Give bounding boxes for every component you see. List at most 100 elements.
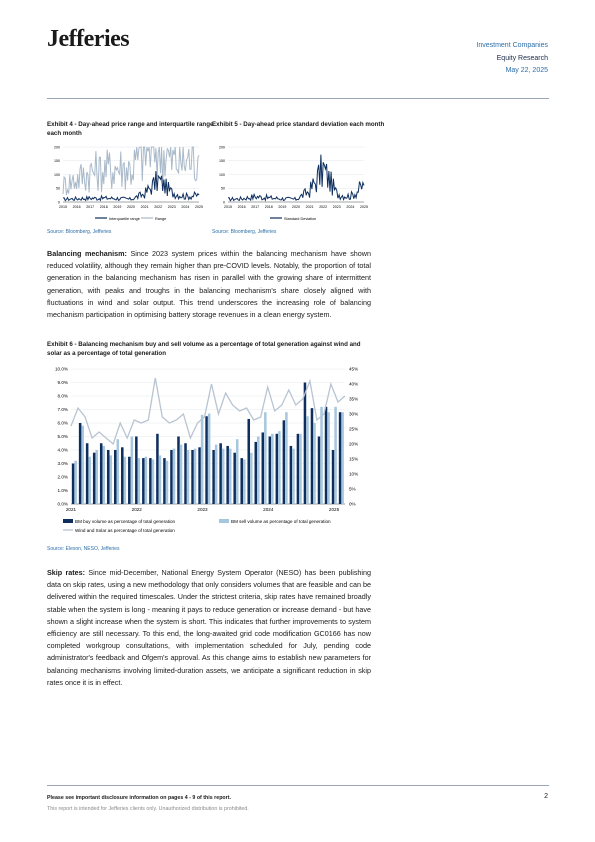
y-tick-label: 200 bbox=[219, 145, 225, 149]
x-tick-label: 2021 bbox=[141, 205, 149, 209]
exhibit6-chart: 0.0% 1.0% 2.0% 3.0% 4.0% 5.0% 6.0% 7.0% 8.0% 9.0%… bbox=[55, 367, 358, 533]
sell-bar bbox=[207, 413, 211, 504]
balancing-mechanism-paragraph: Balancing mechanism: Since 2023 system p… bbox=[47, 248, 371, 321]
buy-bar bbox=[121, 447, 124, 504]
exhibit4-range-line bbox=[62, 146, 200, 196]
sell-bar bbox=[144, 456, 148, 504]
sell-bar bbox=[123, 456, 127, 504]
x-tick-label: 2016 bbox=[238, 205, 246, 209]
y-tick-label: 50 bbox=[56, 187, 60, 191]
left-tick-label: 2.0% bbox=[58, 475, 68, 480]
buy-bar bbox=[142, 458, 145, 504]
exhibit5-stddev-line bbox=[227, 154, 365, 202]
buy-bar bbox=[296, 433, 300, 504]
legend-range-label: Range bbox=[155, 217, 166, 221]
buy-bar bbox=[106, 450, 110, 504]
buy-bar bbox=[135, 436, 138, 504]
sell-bar bbox=[278, 431, 281, 504]
x-tick-label: 2022 bbox=[132, 507, 143, 512]
sell-bar bbox=[285, 412, 288, 504]
right-tick-label: 0% bbox=[349, 502, 356, 507]
exhibit6-bars bbox=[71, 382, 344, 504]
para2-lead: Skip rates: bbox=[47, 568, 86, 577]
exhibit5-title: Exhibit 5 - Day-ahead price standard dev… bbox=[212, 121, 385, 128]
jefferies-logo: Jefferies bbox=[47, 26, 130, 52]
buy-bar bbox=[317, 436, 321, 504]
exhibit5-grid bbox=[228, 146, 364, 203]
x-tick-label: 2022 bbox=[319, 205, 327, 209]
legend-iqr-label: Interquartile range bbox=[109, 217, 140, 221]
report-type: Equity Research bbox=[496, 55, 548, 62]
right-tick-label: 20% bbox=[349, 442, 358, 447]
right-tick-label: 45% bbox=[349, 367, 358, 372]
sell-bar bbox=[95, 450, 98, 504]
sell-bar bbox=[214, 444, 218, 504]
sell-bar bbox=[242, 459, 246, 504]
legend-sell-swatch bbox=[219, 519, 229, 523]
y-tick-label: 0 bbox=[58, 200, 60, 204]
x-tick-label: 2025 bbox=[195, 205, 203, 209]
legend-sell-label: BM sell volume as percentage of total ge… bbox=[231, 519, 331, 524]
exhibit4-iqr-line bbox=[62, 171, 200, 202]
buy-bar bbox=[205, 416, 208, 504]
sector-label: Investment Companies bbox=[476, 42, 548, 49]
sell-bar bbox=[186, 450, 190, 504]
sell-bar bbox=[221, 448, 225, 504]
legend-wind-label: Wind and Solar as percentage of total ge… bbox=[75, 528, 175, 533]
sell-bar bbox=[158, 455, 162, 504]
exhibit5-axis-labels: 0 50 100 150 200 2015 2016 2017 2018 2019 2020 2021… bbox=[219, 145, 368, 209]
buy-bar bbox=[338, 412, 342, 504]
y-tick-label: 100 bbox=[219, 173, 225, 177]
footer-divider bbox=[47, 785, 549, 786]
distribution-notice: This report is intended for Jefferies cl… bbox=[47, 806, 249, 812]
left-tick-label: 3.0% bbox=[58, 461, 68, 466]
x-tick-label: 2025 bbox=[329, 507, 340, 512]
sell-bar bbox=[257, 436, 260, 504]
exhibit6-wind-solar-line bbox=[70, 377, 346, 446]
report-date: May 22, 2025 bbox=[505, 67, 548, 74]
buy-bar bbox=[71, 463, 75, 504]
right-tick-label: 25% bbox=[349, 427, 358, 432]
sell-bar bbox=[228, 448, 232, 504]
right-tick-label: 5% bbox=[349, 487, 356, 492]
sell-bar bbox=[235, 439, 239, 504]
buy-bar bbox=[128, 456, 131, 504]
x-tick-label: 2024 bbox=[263, 507, 274, 512]
exhibit5-chart: 0 50 100 150 200 2015 2016 2017 2018 2019 2020 2021… bbox=[219, 145, 368, 221]
buy-bar bbox=[85, 443, 89, 504]
x-tick-label: 2025 bbox=[360, 205, 368, 209]
exhibit4-source: Source: Bloomberg, Jefferies bbox=[47, 229, 112, 235]
x-tick-label: 2016 bbox=[73, 205, 81, 209]
buy-bar bbox=[240, 458, 243, 504]
x-tick-label: 2019 bbox=[113, 205, 121, 209]
sell-bar bbox=[74, 460, 77, 504]
x-tick-label: 2023 bbox=[333, 205, 341, 209]
y-tick-label: 100 bbox=[54, 173, 60, 177]
x-tick-label: 2020 bbox=[127, 205, 135, 209]
x-tick-label: 2021 bbox=[66, 507, 77, 512]
para1-text: Since 2023 system prices within the bala… bbox=[47, 249, 371, 320]
left-tick-label: 7.0% bbox=[58, 407, 68, 412]
sell-bar bbox=[327, 412, 330, 504]
y-tick-label: 150 bbox=[54, 159, 60, 163]
exhibit6-title: Exhibit 6 - Balancing mechanism buy and … bbox=[47, 341, 361, 357]
sell-bar bbox=[109, 455, 113, 504]
right-tick-label: 35% bbox=[349, 397, 358, 402]
x-tick-label: 2018 bbox=[100, 205, 108, 209]
x-tick-label: 2021 bbox=[306, 205, 314, 209]
sell-bar bbox=[264, 412, 267, 504]
buy-bar bbox=[310, 408, 314, 504]
sell-bar bbox=[193, 448, 197, 504]
sell-bar bbox=[172, 448, 176, 504]
y-tick-label: 50 bbox=[221, 187, 225, 191]
y-tick-label: 200 bbox=[54, 145, 60, 149]
x-tick-label: 2024 bbox=[181, 205, 189, 209]
buy-bar bbox=[219, 443, 222, 504]
left-tick-label: 1.0% bbox=[58, 488, 68, 493]
right-tick-label: 30% bbox=[349, 412, 358, 417]
buy-bar bbox=[92, 452, 96, 504]
sell-bar bbox=[299, 433, 302, 504]
buy-bar bbox=[191, 450, 194, 504]
buy-bar bbox=[247, 418, 251, 504]
sell-bar bbox=[320, 406, 323, 504]
